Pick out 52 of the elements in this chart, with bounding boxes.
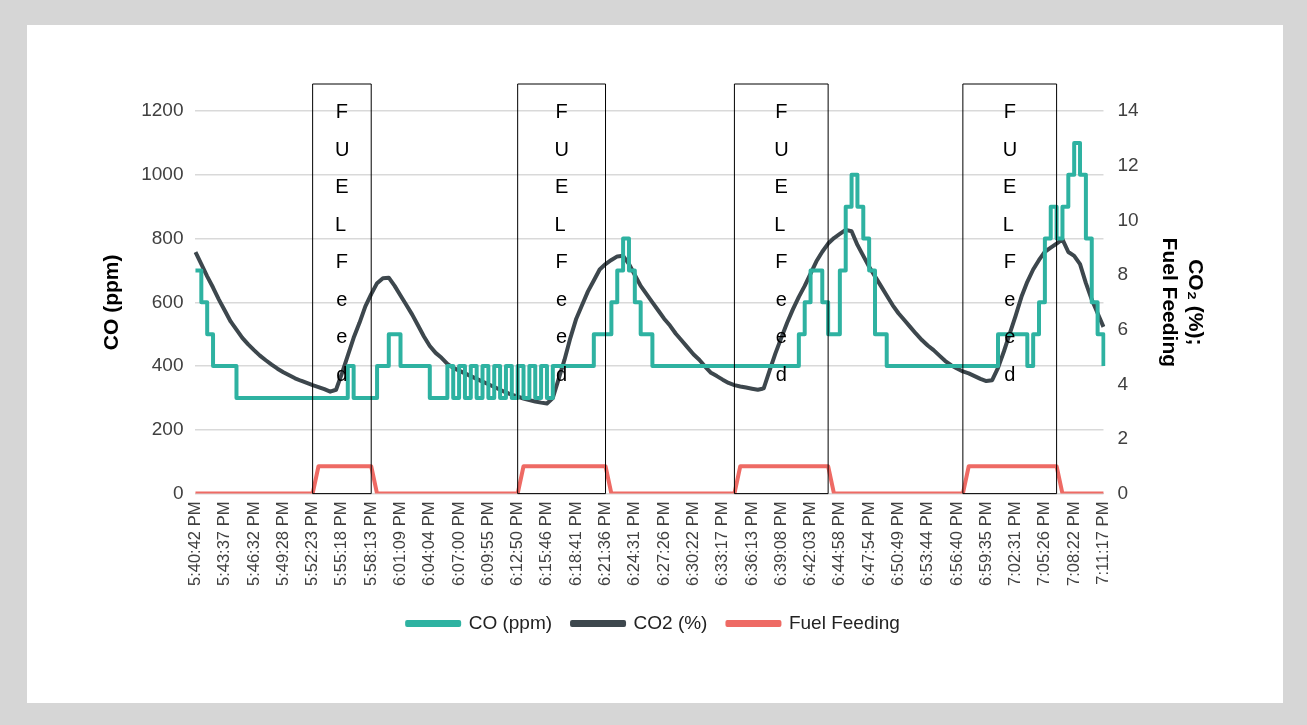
- y2-tick-label: 2: [1117, 427, 1129, 449]
- x-tick-label: 5:46:32 PM: [243, 501, 262, 587]
- x-tick-label: 6:59:35 PM: [975, 501, 994, 587]
- x-tick-label: 6:56:40 PM: [946, 501, 965, 587]
- y-tick-label: 1000: [141, 163, 184, 184]
- x-tick-label: 5:55:18 PM: [331, 501, 350, 587]
- y2-tick-label: 14: [1117, 99, 1140, 121]
- x-tick-label: 6:50:49 PM: [887, 501, 906, 587]
- x-tick-label: 5:52:23 PM: [302, 501, 321, 587]
- x-tick-label: 6:53:44 PM: [917, 501, 936, 587]
- x-tick-label: 6:21:36 PM: [595, 501, 614, 587]
- x-tick-label: 5:40:42 PM: [185, 501, 204, 587]
- y2-tick-label: 0: [1117, 481, 1129, 503]
- y-tick-label: 0: [172, 481, 184, 503]
- x-tick-label: 5:58:13 PM: [360, 501, 379, 587]
- y2-tick-label: 6: [1117, 317, 1129, 339]
- x-tick-label: 7:05:26 PM: [1034, 501, 1053, 587]
- y2-tick-label: 12: [1117, 153, 1139, 175]
- y2-tick-label: 4: [1117, 372, 1129, 394]
- y-tick-label: 400: [151, 354, 184, 376]
- x-tick-label: 6:12:50 PM: [507, 501, 526, 587]
- x-tick-label: 6:27:26 PM: [653, 501, 672, 587]
- x-tick-label: 6:04:04 PM: [419, 501, 438, 587]
- x-tick-label: 6:42:03 PM: [800, 501, 819, 587]
- x-tick-label: 6:33:17 PM: [712, 501, 731, 587]
- y-axis-title: CO (ppm): [99, 254, 123, 351]
- x-tick-label: 6:39:08 PM: [770, 501, 789, 587]
- y-tick-label: 600: [151, 290, 184, 312]
- y-tick-label: 200: [151, 418, 184, 440]
- x-tick-label: 6:44:58 PM: [829, 501, 848, 587]
- y2-tick-label: 10: [1117, 208, 1139, 230]
- x-tick-label: 6:24:31 PM: [624, 501, 643, 587]
- x-tick-label: 6:36:13 PM: [741, 501, 760, 587]
- x-tick-label: 5:43:37 PM: [214, 501, 233, 587]
- x-tick-label: 7:08:22 PM: [1063, 501, 1082, 587]
- x-tick-label: 6:07:00 PM: [448, 501, 467, 587]
- legend-label: CO2 (%): [633, 611, 708, 633]
- x-tick-label: 6:01:09 PM: [390, 501, 409, 587]
- x-tick-label: 6:47:54 PM: [858, 501, 877, 587]
- x-tick-label: 6:18:41 PM: [565, 501, 584, 587]
- x-tick-label: 6:09:55 PM: [477, 501, 496, 587]
- x-tick-label: 7:02:31 PM: [1005, 501, 1024, 587]
- y2-tick-label: 8: [1117, 263, 1129, 285]
- x-tick-label: 5:49:28 PM: [272, 501, 291, 587]
- x-tick-label: 6:30:22 PM: [682, 501, 701, 587]
- legend-label: CO (ppm): [468, 611, 553, 633]
- legend-label: Fuel Feeding: [788, 611, 900, 633]
- x-tick-label: 6:15:46 PM: [536, 501, 555, 587]
- y-tick-label: 1200: [141, 99, 184, 121]
- y2-axis-title: CO₂ (%); Fuel Feeding: [1159, 237, 1208, 368]
- x-tick-label: 7:11:17 PM: [1093, 501, 1112, 585]
- y-tick-label: 800: [151, 226, 184, 248]
